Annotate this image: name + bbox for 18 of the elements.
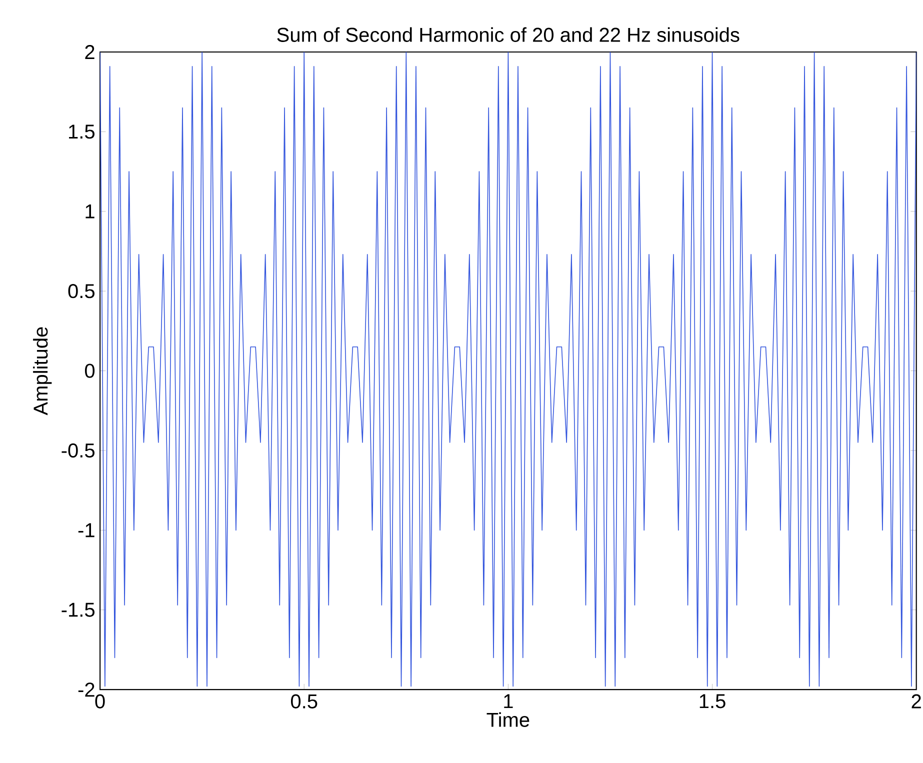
y-tick-label: 1 (86, 204, 94, 218)
x-tick-label: 0.5 (290, 694, 318, 708)
chart-title: Sum of Second Harmonic of 20 and 22 Hz sinusoids (277, 27, 740, 42)
y-tick-label: -2 (78, 682, 94, 697)
y-tick-label: -0.5 (62, 443, 94, 458)
y-axis-title: Amplitude (33, 327, 52, 416)
line-series (100, 52, 916, 687)
y-tick-label: 0.5 (68, 284, 94, 298)
x-axis-title: Time (486, 712, 530, 727)
y-tick-label: 0 (84, 364, 95, 378)
x-tick-label: 1.5 (700, 694, 726, 708)
y-tick-label: -1 (78, 523, 94, 538)
y-tick-label: -1.5 (62, 602, 94, 617)
y-tick-label: 2 (85, 45, 94, 60)
x-tick-label: 1 (504, 694, 513, 708)
x-tick-label: 2 (912, 694, 921, 708)
x-tick-label: 0 (95, 694, 105, 708)
y-tick-label: 1.5 (69, 124, 94, 139)
